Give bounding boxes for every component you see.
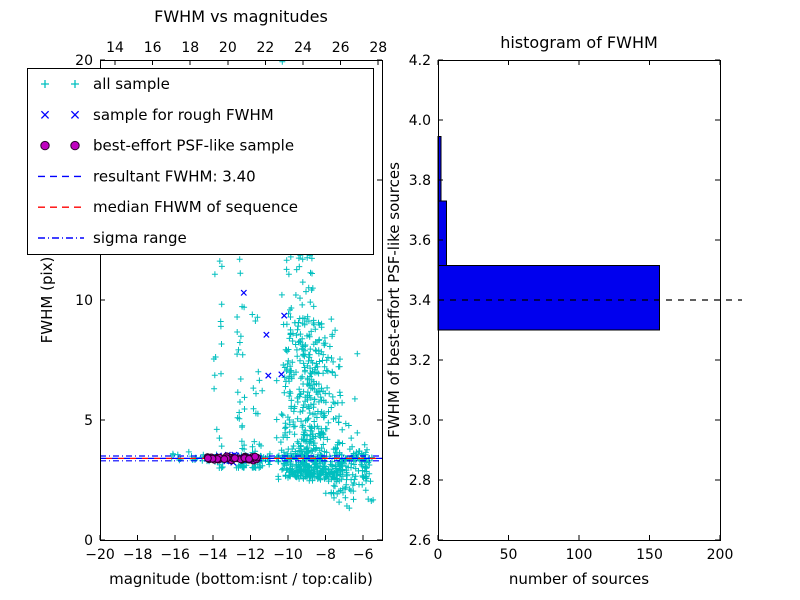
svg-text:20: 20 (219, 40, 237, 56)
hist-bar (437, 265, 660, 331)
left-plot-xlabel: magnitude (bottom:isnt / top:calib) (109, 570, 373, 588)
legend-entry-resultant-fwhm-3-40: resultant FWHM: 3.40 (38, 167, 256, 185)
legend-box (27, 68, 374, 255)
legend-entry-label: median FHWM of sequence (93, 198, 298, 216)
fwhm-histogram-plot: 0 50 100 150 2002.62.83.03.23.43.63.84.04.2 … (385, 33, 742, 588)
right-plot-ylabel: FWHM of best-effort PSF-like sources (385, 162, 403, 438)
legend-entry-label: all sample (93, 75, 170, 93)
svg-text:22: 22 (257, 40, 275, 56)
right-axis-ticks: 0 50 100 150 200 2.6 2.8 3.0 3.2 3.4 3.6 3.8 4.0 4.2 (409, 53, 734, 563)
legend-entry-sigma-range: sigma range (38, 229, 187, 247)
circle-marker-icon (70, 140, 80, 151)
svg-text:16: 16 (144, 40, 162, 56)
svg-text:−8: −8 (315, 547, 336, 563)
legend-entry-label: sample for rough FWHM (93, 106, 274, 124)
legend-entry-median-fhwm-of-sequence: median FHWM of sequence (38, 198, 298, 216)
svg-text:24: 24 (294, 40, 312, 56)
svg-text:5: 5 (84, 413, 93, 429)
right-plot-xlabel: number of sources (509, 570, 649, 588)
svg-text:4.0: 4.0 (409, 113, 431, 129)
svg-text:50: 50 (500, 547, 518, 563)
svg-text:−16: −16 (160, 547, 190, 563)
legend: all sample sample for rough FWHM best-effo… (27, 68, 374, 255)
svg-text:26: 26 (332, 40, 350, 56)
svg-text:150: 150 (636, 547, 663, 563)
svg-text:14: 14 (106, 40, 124, 56)
histogram-bars (437, 136, 660, 331)
svg-text:3.8: 3.8 (409, 173, 431, 189)
svg-text:4.2: 4.2 (409, 53, 431, 69)
svg-text:3.2: 3.2 (409, 353, 431, 369)
svg-text:18: 18 (181, 40, 199, 56)
left-axis-ticks: −20 −18 −16 −14 −12 −10 −8 −6 14 16 18 20 22 24 26 28 0 5… (75, 40, 387, 563)
svg-text:20: 20 (75, 53, 93, 69)
svg-text:100: 100 (566, 547, 593, 563)
svg-text:10: 10 (75, 293, 93, 309)
legend-entry-label: resultant FWHM: 3.40 (93, 167, 256, 185)
psf-sample-points (203, 452, 261, 465)
left-plot-ylabel: FWHM (pix) (38, 257, 56, 344)
svg-text:2.8: 2.8 (409, 473, 431, 489)
svg-text:3.0: 3.0 (409, 413, 431, 429)
svg-text:−20: −20 (85, 547, 115, 563)
legend-entry-best-effort-psf-like-sample: best-effort PSF-like sample (40, 137, 294, 155)
svg-text:−18: −18 (123, 547, 153, 563)
right-plot-title: histogram of FWHM (500, 33, 658, 52)
svg-text:−10: −10 (273, 547, 303, 563)
svg-text:3.4: 3.4 (409, 293, 431, 309)
legend-entry-all-sample: all sample (41, 75, 170, 93)
fwhm-vs-mag-axes: −20 −18 −16 −14 −12 −10 −8 −6 14 16 18 20 22 24 26 28 0 5… (75, 40, 387, 563)
svg-text:0: 0 (434, 547, 443, 563)
svg-text:3.6: 3.6 (409, 233, 431, 249)
legend-entry-label: sigma range (93, 229, 187, 247)
svg-text:2.6: 2.6 (409, 533, 431, 549)
circle-marker-icon (40, 140, 50, 151)
hist-bar (437, 200, 447, 266)
plus-marker-icon (71, 80, 79, 88)
fwhm-vs-mag-plot: −20 −18 −16 −14 −12 −10 −8 −6 14 16 18 20 22 24 26 28 0 5… (27, 7, 387, 588)
svg-text:−14: −14 (198, 547, 228, 563)
svg-text:−12: −12 (236, 547, 266, 563)
svg-text:−6: −6 (353, 547, 374, 563)
fwhm-histogram-axes: 0 50 100 150 200 2.6 2.8 3.0 3.2 3.4 3.6 3.8 4.0 4.2 (409, 53, 742, 563)
svg-text:28: 28 (369, 40, 387, 56)
svg-text:200: 200 (707, 547, 734, 563)
legend-entry-sample-for-rough-fwhm: sample for rough FWHM (40, 106, 274, 124)
legend-entry-label: best-effort PSF-like sample (93, 137, 294, 155)
left-plot-title: FWHM vs magnitudes (154, 7, 328, 26)
x-marker-icon (70, 110, 80, 119)
x-marker-icon (40, 110, 50, 119)
plus-marker-icon (41, 80, 49, 88)
svg-text:0: 0 (84, 533, 93, 549)
